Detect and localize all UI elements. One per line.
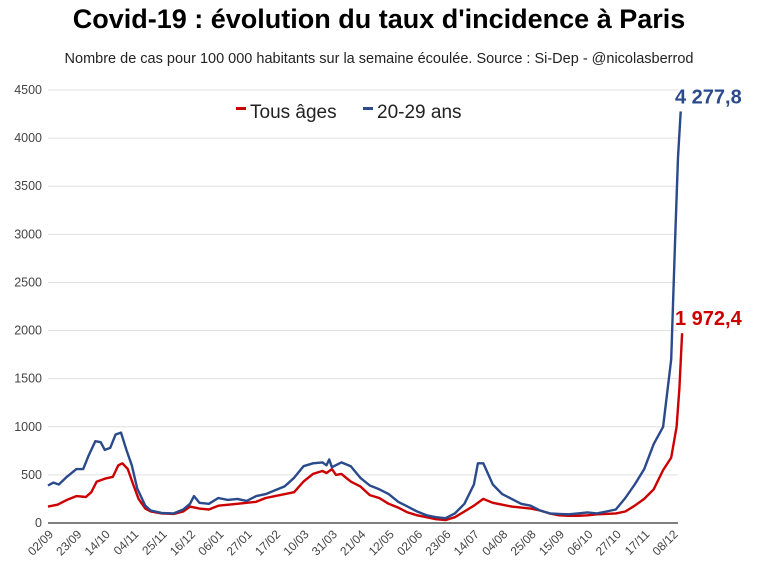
- y-tick-label: 500: [21, 468, 42, 482]
- chart-subtitle: Nombre de cas pour 100 000 habitants sur…: [64, 51, 694, 67]
- legend-swatch: [363, 107, 373, 110]
- series-line-1: [47, 111, 682, 520]
- x-tick-label: 08/12: [650, 527, 681, 558]
- x-tick-label: 27/01: [224, 527, 255, 558]
- x-tick-label: 04/11: [111, 527, 142, 558]
- y-tick-label: 4500: [14, 83, 42, 97]
- series-line-0: [47, 333, 684, 522]
- y-tick-label: 3500: [14, 179, 42, 193]
- y-tick-label: 4000: [14, 131, 42, 145]
- x-tick-label: 04/08: [479, 527, 510, 558]
- legend-label: Tous âges: [250, 102, 337, 123]
- end-labels: 1 972,4 4 277,8: [675, 86, 743, 330]
- x-tick-label: 15/09: [536, 527, 567, 558]
- x-tick-label: 12/05: [366, 527, 397, 558]
- gridlines: [48, 89, 678, 524]
- chart-title: Covid-19 : évolution du taux d'incidence…: [72, 4, 686, 34]
- y-tick-label: 3000: [14, 227, 42, 241]
- x-tick-label: 31/03: [309, 527, 340, 558]
- y-axis-ticks: 0 500 1000 1500 2000 2500 3000 3500 4000 4500: [14, 83, 42, 530]
- x-tick-label: 25/08: [508, 527, 539, 558]
- end-value-label: 4 277,8: [675, 86, 742, 108]
- y-tick-label: 2000: [14, 324, 42, 338]
- end-value-label: 1 972,4: [675, 308, 743, 330]
- legend-swatch: [236, 107, 246, 110]
- x-tick-label: 10/03: [281, 527, 312, 558]
- x-tick-label: 21/04: [337, 527, 368, 558]
- y-tick-label: 1000: [14, 420, 42, 434]
- y-tick-label: 0: [35, 516, 42, 530]
- x-tick-label: 06/01: [195, 527, 226, 558]
- x-tick-label: 14/10: [82, 527, 113, 558]
- x-tick-label: 23/09: [53, 527, 84, 558]
- y-tick-label: 2500: [14, 275, 42, 289]
- x-tick-label: 02/09: [25, 527, 56, 558]
- series-lines: [47, 111, 684, 522]
- x-tick-label: 02/06: [394, 527, 425, 558]
- x-tick-label: 17/11: [622, 527, 653, 558]
- x-tick-label: 27/10: [593, 527, 624, 558]
- x-tick-label: 23/06: [422, 527, 453, 558]
- x-axis-ticks: 02/0923/0914/1004/1125/1116/1206/0127/01…: [25, 527, 681, 558]
- x-tick-label: 25/11: [139, 527, 170, 558]
- x-tick-label: 06/10: [564, 527, 595, 558]
- x-tick-label: 16/12: [167, 527, 198, 558]
- y-tick-label: 1500: [14, 372, 42, 386]
- legend: Tous âges 20-29 ans: [236, 102, 462, 123]
- x-tick-label: 14/07: [451, 527, 482, 558]
- legend-label: 20-29 ans: [377, 102, 462, 123]
- x-tick-label: 17/02: [252, 527, 283, 558]
